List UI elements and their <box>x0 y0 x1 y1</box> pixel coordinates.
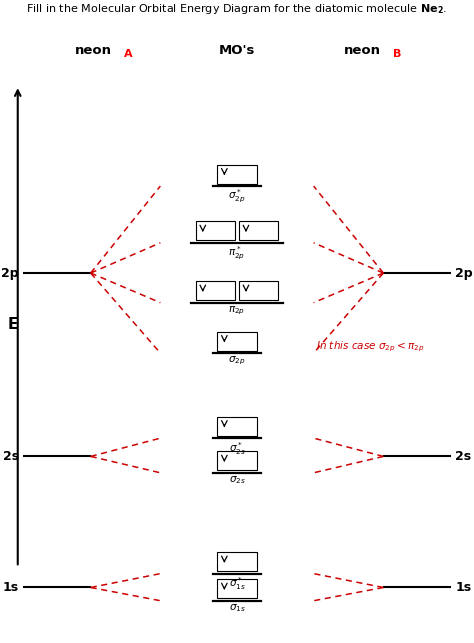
Text: 1s: 1s <box>456 581 472 594</box>
Text: In this case $\sigma_{2p} < \pi_{2p}$: In this case $\sigma_{2p} < \pi_{2p}$ <box>316 340 424 354</box>
Text: neon: neon <box>74 44 111 57</box>
Bar <box>217 165 257 183</box>
Bar <box>196 221 235 240</box>
Bar <box>217 552 257 571</box>
Text: $\pi^*_{2p}$: $\pi^*_{2p}$ <box>228 245 246 262</box>
Bar <box>196 281 235 300</box>
Text: neon: neon <box>344 44 381 57</box>
Bar <box>217 417 257 435</box>
Bar <box>217 451 257 470</box>
Text: $\pi_{2p}$: $\pi_{2p}$ <box>228 305 246 317</box>
Text: $\sigma_{2p}$: $\sigma_{2p}$ <box>228 355 246 367</box>
Text: $\sigma^*_{2p}$: $\sigma^*_{2p}$ <box>228 188 246 205</box>
Text: Fill in the Molecular Orbital Energy Diagram for the diatomic molecule $\mathbf{: Fill in the Molecular Orbital Energy Dia… <box>27 2 447 16</box>
Text: 2p: 2p <box>1 267 18 280</box>
Text: $\sigma^*_{2s}$: $\sigma^*_{2s}$ <box>228 440 246 457</box>
Text: $\sigma^*_{1s}$: $\sigma^*_{1s}$ <box>228 575 246 592</box>
Bar <box>217 332 257 350</box>
Bar <box>239 221 278 240</box>
Text: 1s: 1s <box>2 581 18 594</box>
Text: 2s: 2s <box>456 450 472 463</box>
Text: MO's: MO's <box>219 44 255 57</box>
Text: $\sigma_{2s}$: $\sigma_{2s}$ <box>228 475 246 487</box>
Text: B: B <box>393 49 401 59</box>
Bar <box>239 281 278 300</box>
Text: A: A <box>124 49 132 59</box>
Text: $\sigma_{1s}$: $\sigma_{1s}$ <box>228 602 246 615</box>
Bar <box>217 579 257 598</box>
Text: 2s: 2s <box>2 450 18 463</box>
Text: E: E <box>8 317 18 332</box>
Text: 2p: 2p <box>456 267 473 280</box>
